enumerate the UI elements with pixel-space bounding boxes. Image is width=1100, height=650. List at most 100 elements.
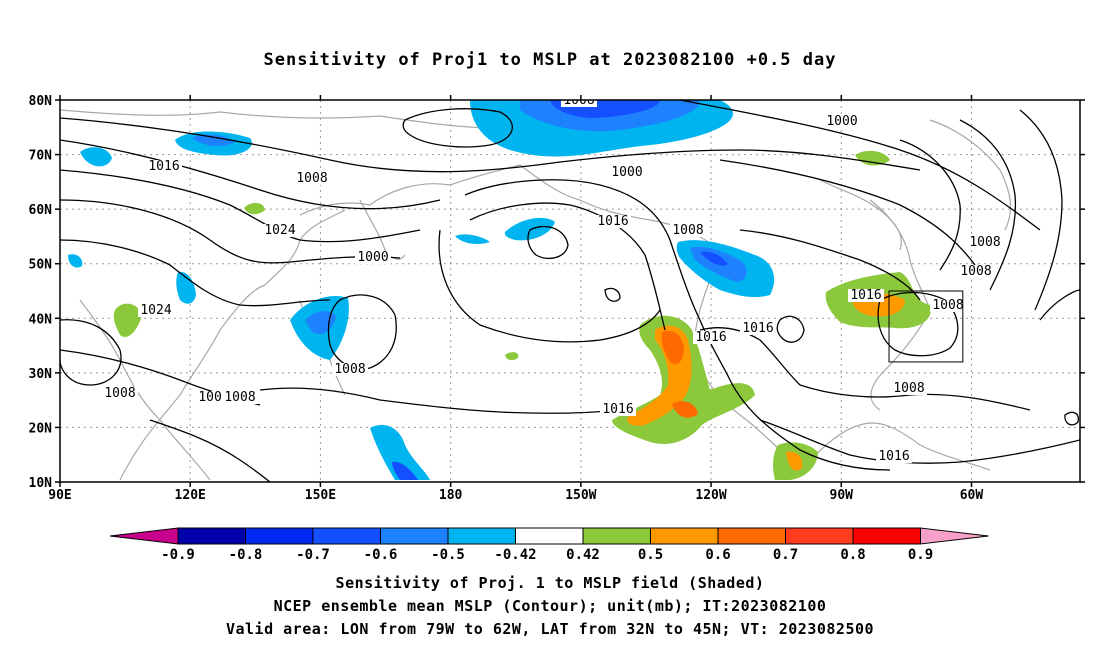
plot-title: Sensitivity of Proj1 to MSLP at 20230821… (263, 50, 837, 70)
contour-10 (402, 108, 513, 148)
lat-label: 70N (29, 149, 53, 164)
colorbar-label: -0.7 (296, 547, 330, 563)
shade-patch-g (370, 424, 430, 480)
shade-pacific-blue-dark (700, 251, 728, 266)
lat-label: 20N (29, 421, 53, 436)
lat-axis: 80N 70N 60N 50N 40N 30N 20N 10N (29, 94, 1085, 491)
lat-label: 10N (29, 476, 53, 491)
lon-label: 90E (48, 488, 71, 503)
shade-patch-a-inner (192, 134, 235, 147)
contour-8 (438, 229, 661, 343)
contour-label-text: 1000 (611, 165, 642, 180)
colorbar-segment (515, 527, 584, 545)
contour-label: 1016 (595, 214, 631, 229)
colorbar-segment (582, 527, 651, 545)
contour-label-text: 1016 (878, 449, 909, 464)
contour-3 (60, 169, 421, 243)
contour-9 (527, 225, 569, 259)
lat-label: 30N (29, 367, 53, 382)
colorbar-label: -0.9 (161, 547, 195, 563)
contour-label: 1008 (102, 386, 138, 401)
contour-label-bg (930, 299, 966, 312)
contour-label-bg (102, 387, 138, 400)
coast-gulf (799, 422, 991, 471)
colorbar-segment (312, 527, 381, 545)
contour-label-bg (262, 224, 298, 237)
contour-label: 1024 (262, 223, 298, 238)
contour-label-bg (967, 236, 1003, 249)
contour-label-bg (222, 391, 258, 404)
contour-label-text: 1008 (224, 390, 255, 405)
contour-14 (899, 139, 961, 271)
colorbar-segment (245, 527, 314, 545)
contour-label: 1000 (824, 114, 860, 129)
coast-greenland (929, 119, 1011, 231)
contour-label: 1008 (967, 235, 1003, 250)
contour-label-bg (609, 166, 645, 179)
contour-16 (1019, 109, 1063, 311)
coast-kamchatka (359, 199, 406, 260)
contour-label-bg (355, 251, 391, 264)
contour-label: 1008 (958, 264, 994, 279)
colorbar-label: 0.5 (638, 547, 663, 563)
coast-hudson (819, 179, 902, 251)
contour-label-text: 1016 (148, 159, 179, 174)
contour-label: 1008 (930, 298, 966, 313)
shade-patch-g-inner (392, 461, 418, 480)
contour-11 (679, 100, 1041, 231)
lon-label: 90W (830, 488, 854, 503)
contour-label-bg (876, 450, 912, 463)
colorbar-segment (650, 527, 719, 545)
colorbar-label: 0.8 (840, 547, 865, 563)
contour-13 (739, 229, 921, 301)
colorbar-arrow-low (109, 527, 179, 545)
lat-label: 40N (29, 312, 53, 327)
contour-label-bg (600, 403, 636, 416)
colorbar-label: 0.6 (705, 547, 730, 563)
contour-26 (1064, 411, 1079, 426)
colorbar-label: -0.8 (229, 547, 263, 563)
shade-patch-c (504, 217, 555, 241)
lon-label: 60W (960, 488, 984, 503)
contour-label: 1016 (740, 321, 776, 336)
contour-label-bg (891, 382, 927, 395)
contour-label-text: 1016 (597, 214, 628, 229)
contour-label-bg (561, 100, 597, 107)
contour-label-text: 1008 (960, 264, 991, 279)
contour-label-text: 1016 (602, 402, 633, 417)
map-frame (59, 99, 1081, 483)
contour-label: 1008 (222, 390, 258, 405)
contour-label: 1016 (848, 288, 884, 303)
contour-label-text: 1000 (826, 114, 857, 129)
contour-label-bg (146, 160, 182, 173)
shade-green-small-3 (505, 352, 519, 361)
contour-15 (959, 119, 1017, 291)
shade-epac-dark2 (672, 401, 698, 418)
caption-valid-area: Valid area: LON from 79W to 62W, LAT fro… (225, 620, 875, 638)
contour-label-text: 1008 (296, 171, 327, 186)
colorbar-segment (717, 527, 786, 545)
contour-17 (776, 315, 805, 343)
caption-contour: NCEP ensemble mean MSLP (Contour); unit(… (273, 597, 827, 615)
contour-label-bg (693, 331, 729, 344)
contour-label-bg (294, 172, 330, 185)
contour-label-bg (332, 363, 368, 376)
colorbar-label: -0.6 (364, 547, 398, 563)
valid-area-box (888, 290, 964, 363)
colorbar-segment (177, 527, 246, 545)
lon-label: 150E (305, 488, 336, 503)
shade-atl-green2 (855, 150, 890, 166)
contour-label-text: 1024 (264, 223, 295, 238)
contour-21 (60, 319, 122, 386)
colorbar-label: -0.5 (431, 547, 465, 563)
contour-label-text: 1008 (563, 93, 594, 108)
contour-28 (149, 419, 271, 482)
contour-label-text: 1008 (334, 362, 365, 377)
coast-siberia (299, 164, 521, 216)
contour-label: 1008 (332, 362, 368, 377)
contour-label-bg (740, 322, 776, 335)
contour-label-text: 1016 (695, 330, 726, 345)
contour-label: 1016 (876, 449, 912, 464)
